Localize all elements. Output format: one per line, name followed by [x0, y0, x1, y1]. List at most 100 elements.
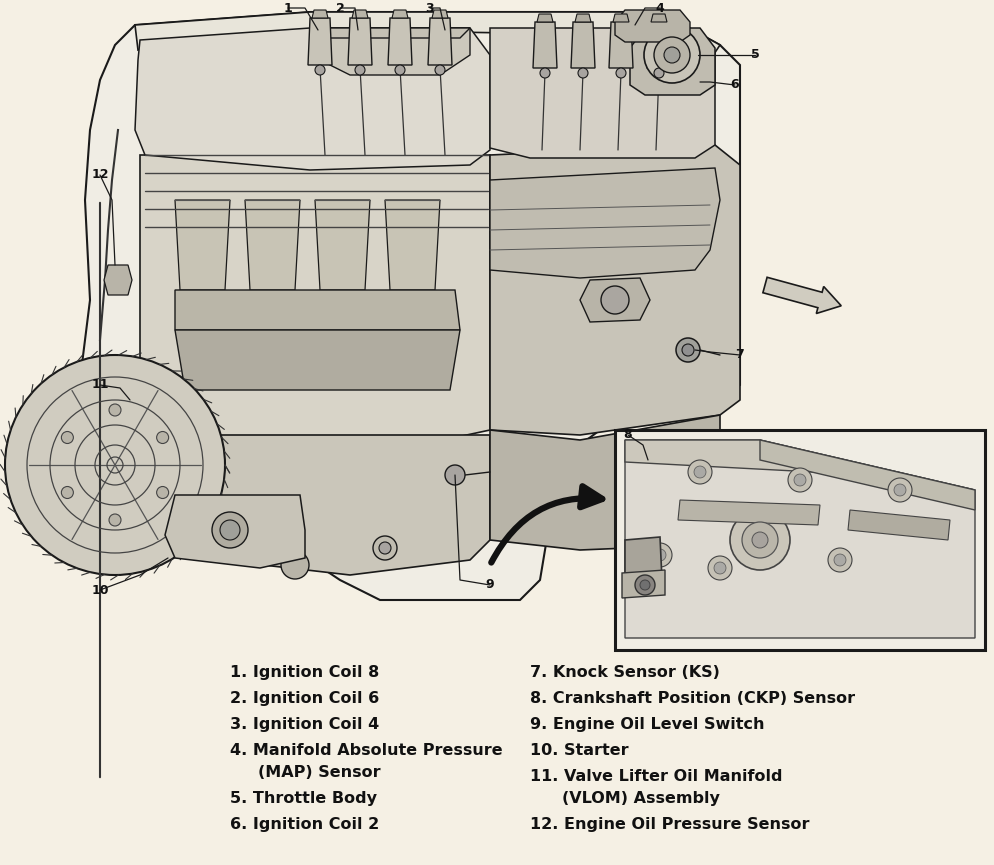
Polygon shape [624, 440, 974, 638]
Text: 4. Manifold Absolute Pressure: 4. Manifold Absolute Pressure [230, 743, 502, 758]
Circle shape [109, 514, 121, 526]
Circle shape [647, 543, 671, 567]
Polygon shape [646, 22, 670, 68]
Polygon shape [312, 10, 328, 18]
Circle shape [212, 512, 248, 548]
Text: 10. Starter: 10. Starter [530, 743, 628, 758]
Polygon shape [614, 10, 689, 42]
Polygon shape [489, 145, 740, 435]
Circle shape [109, 404, 121, 416]
Circle shape [675, 338, 700, 362]
Polygon shape [427, 18, 451, 65]
Text: 3. Ignition Coil 4: 3. Ignition Coil 4 [230, 717, 379, 732]
Polygon shape [315, 200, 370, 290]
Polygon shape [580, 278, 649, 322]
Circle shape [156, 486, 168, 498]
Polygon shape [571, 22, 594, 68]
Polygon shape [608, 22, 632, 68]
Polygon shape [392, 10, 408, 18]
Text: 1. Ignition Coil 8: 1. Ignition Coil 8 [230, 665, 379, 680]
Polygon shape [165, 495, 305, 568]
Text: (VLOM) Assembly: (VLOM) Assembly [562, 791, 719, 806]
Circle shape [653, 37, 689, 73]
Text: 4: 4 [655, 2, 664, 15]
Circle shape [62, 432, 74, 444]
Circle shape [540, 68, 550, 78]
Circle shape [643, 27, 700, 83]
Text: 8. Crankshaft Position (CKP) Sensor: 8. Crankshaft Position (CKP) Sensor [530, 691, 854, 706]
Circle shape [434, 65, 444, 75]
Polygon shape [385, 200, 439, 290]
Polygon shape [621, 570, 664, 598]
Polygon shape [575, 14, 590, 22]
Polygon shape [847, 510, 949, 540]
Circle shape [663, 47, 679, 63]
Polygon shape [533, 22, 557, 68]
Polygon shape [612, 14, 628, 22]
Polygon shape [388, 18, 412, 65]
Circle shape [315, 65, 325, 75]
Polygon shape [308, 18, 332, 65]
Circle shape [693, 466, 706, 478]
Circle shape [793, 474, 805, 486]
Circle shape [751, 532, 767, 548]
Polygon shape [310, 28, 469, 75]
Circle shape [787, 468, 811, 492]
Text: 11: 11 [91, 379, 108, 392]
Polygon shape [310, 28, 469, 38]
Polygon shape [135, 28, 489, 170]
Bar [614, 430, 984, 650]
Circle shape [730, 510, 789, 570]
Circle shape [827, 548, 851, 572]
Circle shape [280, 551, 309, 579]
Polygon shape [629, 28, 715, 95]
Circle shape [708, 556, 732, 580]
Circle shape [639, 580, 649, 590]
Text: 8: 8 [623, 428, 631, 441]
Polygon shape [352, 10, 368, 18]
Circle shape [681, 344, 693, 356]
Circle shape [714, 562, 726, 574]
Polygon shape [624, 537, 661, 583]
Polygon shape [175, 200, 230, 290]
Text: 9: 9 [485, 579, 494, 592]
Text: 6. Ignition Coil 2: 6. Ignition Coil 2 [230, 817, 379, 832]
Text: 7: 7 [735, 349, 744, 362]
Polygon shape [759, 440, 974, 510]
Polygon shape [245, 200, 300, 290]
Circle shape [395, 65, 405, 75]
Text: 1: 1 [283, 2, 292, 15]
Polygon shape [489, 168, 720, 278]
Circle shape [156, 432, 168, 444]
Polygon shape [135, 12, 720, 60]
Circle shape [444, 465, 464, 485]
Circle shape [110, 272, 126, 288]
Text: 2: 2 [335, 2, 344, 15]
Circle shape [634, 575, 654, 595]
Polygon shape [677, 500, 819, 525]
FancyArrow shape [762, 278, 840, 313]
Polygon shape [140, 435, 489, 575]
Polygon shape [175, 330, 459, 390]
Text: 10: 10 [91, 584, 108, 597]
Circle shape [600, 286, 628, 314]
Circle shape [893, 484, 906, 496]
Text: 3: 3 [425, 2, 433, 15]
Text: 12: 12 [91, 169, 108, 182]
Text: 5. Throttle Body: 5. Throttle Body [230, 791, 377, 806]
Text: 5: 5 [749, 48, 758, 61]
Circle shape [653, 549, 665, 561]
Circle shape [742, 522, 777, 558]
Polygon shape [489, 415, 720, 550]
Circle shape [578, 68, 587, 78]
Text: 2. Ignition Coil 6: 2. Ignition Coil 6 [230, 691, 379, 706]
Circle shape [615, 68, 625, 78]
Polygon shape [68, 12, 740, 600]
Circle shape [833, 554, 845, 566]
Circle shape [5, 355, 225, 575]
Polygon shape [431, 10, 447, 18]
Text: 6: 6 [730, 79, 739, 92]
Text: 11. Valve Lifter Oil Manifold: 11. Valve Lifter Oil Manifold [530, 769, 781, 784]
Polygon shape [348, 18, 372, 65]
Circle shape [687, 460, 712, 484]
